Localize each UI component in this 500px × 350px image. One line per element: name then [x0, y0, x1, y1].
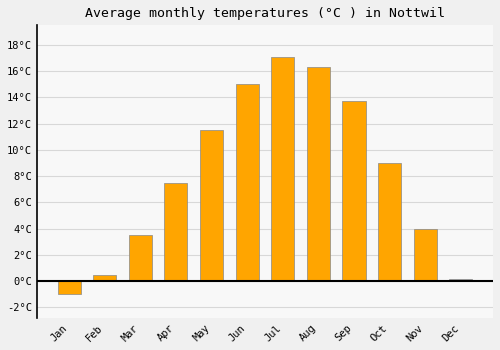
Bar [342, 102, 365, 281]
Title: Average monthly temperatures (°C ) in Nottwil: Average monthly temperatures (°C ) in No… [85, 7, 445, 20]
Bar [58, 281, 80, 294]
Bar [200, 130, 223, 281]
Bar [271, 57, 294, 281]
Bar [307, 67, 330, 281]
Bar [236, 84, 258, 281]
Bar [93, 274, 116, 281]
Bar [449, 279, 472, 281]
Bar [164, 183, 188, 281]
Bar [378, 163, 401, 281]
Bar [414, 229, 436, 281]
Bar [128, 235, 152, 281]
